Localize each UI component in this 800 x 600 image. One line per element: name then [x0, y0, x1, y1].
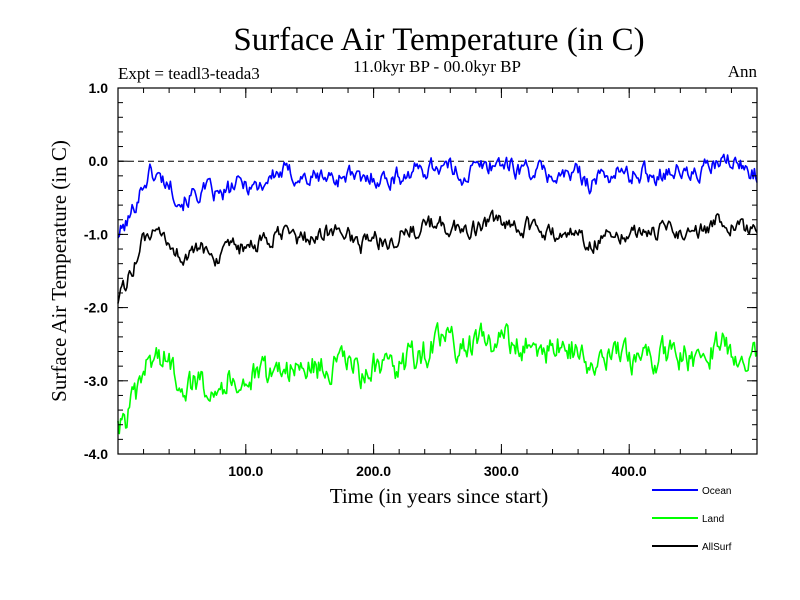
chart-season-label: Ann: [728, 62, 758, 81]
x-tick-label: 200.0: [356, 463, 391, 479]
y-tick-label: 1.0: [89, 80, 109, 96]
chart-title: Surface Air Temperature (in C): [233, 22, 644, 58]
legend: Ocean Land AllSurf: [652, 486, 732, 553]
y-tick-label: -2.0: [84, 300, 108, 316]
chart-subtitle: 11.0kyr BP - 00.0kyr BP: [353, 57, 521, 76]
plot-area: 1.0 0.0 -1.0 -2.0 -3.0 -4.0 100.0 200.0 300.0 400…: [84, 80, 758, 479]
legend-label-land: Land: [702, 514, 724, 525]
y-tick-label: -3.0: [84, 373, 108, 389]
x-axis-label: Time (in years since start): [330, 484, 549, 508]
y-tick-label: 0.0: [89, 153, 109, 169]
chart-experiment-label: Expt = teadl3-teada3: [118, 64, 260, 83]
y-tick-label: -1.0: [84, 226, 108, 242]
series-line-land: [117, 322, 758, 435]
series-line-ocean: [117, 153, 758, 239]
x-tick-label: 300.0: [484, 463, 519, 479]
y-axis-label: Surface Air Temperature (in C): [47, 140, 71, 402]
legend-label-ocean: Ocean: [702, 486, 731, 497]
y-tick-label: -4.0: [84, 446, 108, 462]
x-tick-label: 100.0: [228, 463, 263, 479]
series-line-allsurf: [117, 209, 758, 304]
x-tick-label: 400.0: [612, 463, 647, 479]
plot-frame: [117, 87, 758, 455]
legend-label-allsurf: AllSurf: [702, 542, 732, 553]
